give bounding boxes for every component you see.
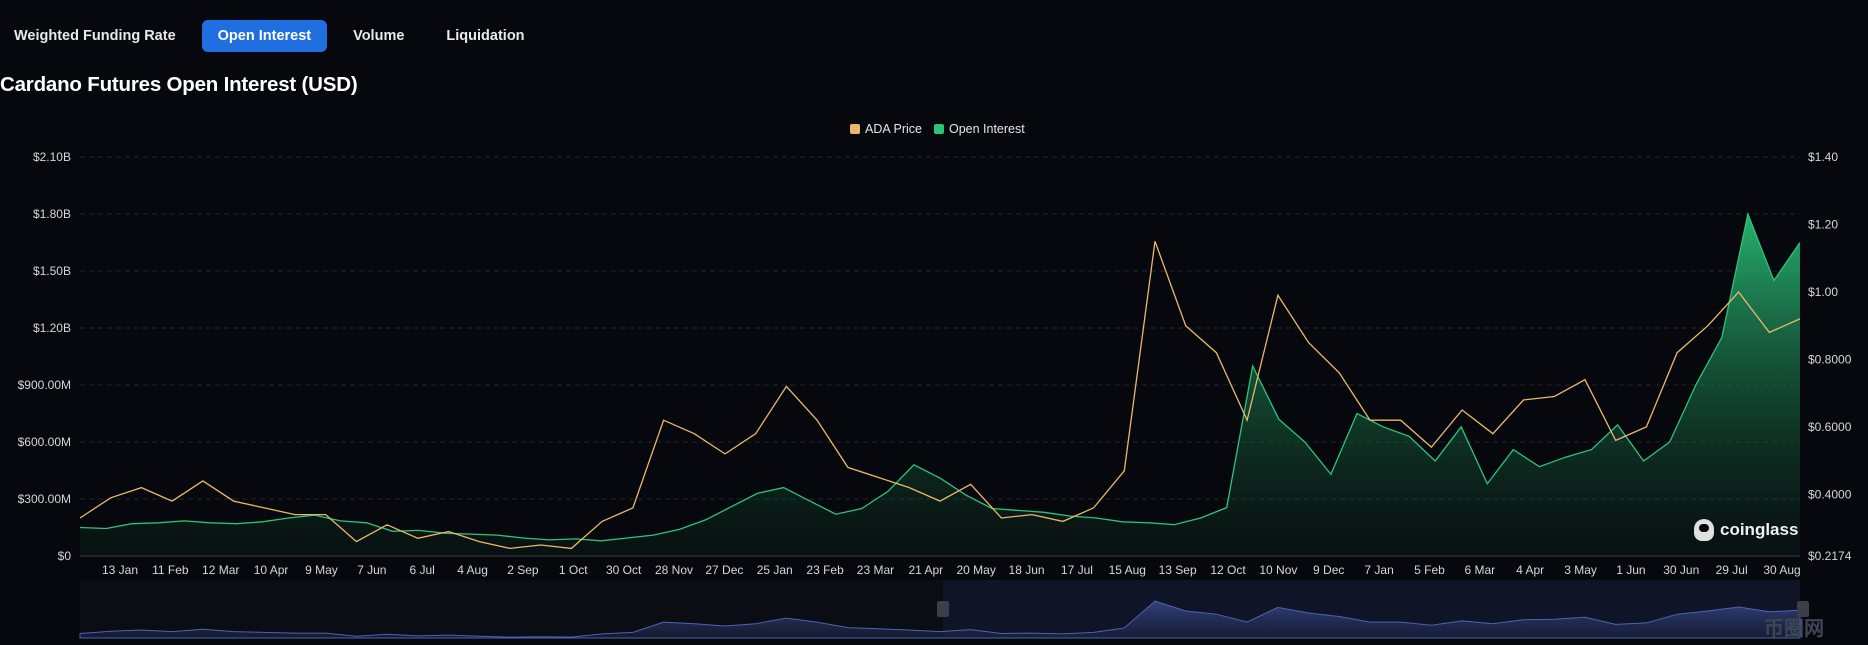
y-axis-right: $0.2174 $0.4000 $0.6000 $0.8000 $1.00 $1.20 $1… — [1808, 150, 1852, 563]
chart-tabs: Weighted Funding Rate Open Interest Volu… — [0, 19, 551, 53]
x-tick-label: 3 May — [1564, 563, 1597, 577]
tab-volume[interactable]: Volume — [353, 28, 405, 44]
x-tick-label: 1 Oct — [559, 563, 588, 577]
legend-label-price: ADA Price — [865, 122, 922, 136]
y-axis-left: $0 $300.00M $600.00M $900.00M $1.20B $1.50B $1… — [18, 150, 72, 563]
x-tick-label: 9 Dec — [1313, 563, 1344, 577]
x-tick-label: 29 Jul — [1716, 563, 1748, 577]
series-open-interest-area — [80, 214, 1800, 556]
navigator[interactable] — [79, 580, 1809, 639]
y-left-tick-label: $1.20B — [33, 321, 71, 335]
x-tick-label: 13 Jan — [102, 563, 138, 577]
y-right-tick-label: $0.2174 — [1808, 549, 1852, 563]
x-tick-label: 10 Apr — [254, 563, 289, 577]
legend-item-open-interest[interactable]: Open Interest — [933, 122, 1025, 136]
x-tick-label: 21 Apr — [908, 563, 943, 577]
x-tick-label: 23 Mar — [857, 563, 894, 577]
y-left-tick-label: $300.00M — [18, 492, 71, 506]
page-title: Cardano Futures Open Interest (USD) — [0, 73, 358, 96]
x-tick-label: 4 Apr — [1516, 563, 1544, 577]
y-right-tick-label: $0.4000 — [1808, 487, 1852, 501]
x-tick-label: 2 Sep — [507, 563, 539, 577]
navigator-left-handle[interactable] — [937, 601, 949, 617]
legend-label-oi: Open Interest — [948, 122, 1025, 136]
y-left-tick-label: $1.80B — [33, 207, 71, 221]
tab-open-interest[interactable]: Open Interest — [201, 20, 328, 52]
x-tick-label: 18 Jun — [1009, 563, 1045, 577]
series-ada-price-line — [79, 241, 1801, 550]
x-tick-label: 4 Aug — [457, 563, 488, 577]
x-tick-label: 1 Jun — [1616, 563, 1645, 577]
y-right-tick-label: $1.40 — [1808, 150, 1838, 164]
x-tick-label: 9 May — [305, 563, 338, 577]
coinglass-watermark: coinglass — [1694, 519, 1798, 541]
x-tick-label: 6 Jul — [410, 563, 435, 577]
x-tick-label: 25 Jan — [757, 563, 793, 577]
tab-weighted-funding-rate[interactable]: Weighted Funding Rate — [14, 28, 176, 44]
x-tick-label: 12 Oct — [1210, 563, 1246, 577]
x-tick-label: 15 Aug — [1109, 563, 1146, 577]
y-left-tick-label: $900.00M — [18, 378, 71, 392]
navigator-series — [79, 600, 1801, 639]
x-tick-label: 20 May — [957, 563, 996, 577]
x-tick-label: 10 Nov — [1259, 563, 1297, 577]
x-tick-label: 28 Nov — [655, 563, 693, 577]
x-tick-label: 7 Jun — [357, 563, 386, 577]
x-tick-label: 30 Jun — [1663, 563, 1699, 577]
x-tick-label: 11 Feb — [152, 563, 189, 577]
coinglass-logo-icon — [1694, 519, 1714, 541]
tab-liquidation[interactable]: Liquidation — [446, 28, 525, 44]
y-right-tick-label: $1.00 — [1808, 285, 1838, 299]
y-right-tick-label: $1.20 — [1808, 217, 1838, 231]
x-tick-label: 27 Dec — [705, 563, 743, 577]
y-right-tick-label: $0.6000 — [1808, 420, 1852, 434]
series-open-interest-line — [79, 211, 1801, 542]
watermark-text: coinglass — [1720, 520, 1799, 539]
x-tick-label: 23 Feb — [806, 563, 844, 577]
legend-item-ada-price[interactable]: ADA Price — [850, 122, 922, 136]
x-tick-label: 7 Jan — [1364, 563, 1393, 577]
y-left-tick-label: $600.00M — [18, 435, 71, 449]
y-right-tick-label: $0.8000 — [1808, 352, 1852, 366]
legend-swatch-oi — [933, 124, 944, 134]
y-left-tick-label: $2.10B — [33, 150, 71, 164]
x-axis: 13 Jan 11 Feb 12 Mar 10 Apr 9 May 7 Jun 6 Jul 4… — [102, 563, 1801, 577]
x-tick-label: 6 Mar — [1464, 563, 1495, 577]
y-left-tick-label: $0 — [58, 549, 72, 563]
x-tick-label: 5 Feb — [1414, 563, 1445, 577]
navigator-right-handle[interactable] — [1797, 601, 1809, 617]
x-tick-label: 30 Aug — [1763, 563, 1800, 577]
chart-legend: ADA Price Open Interest — [850, 122, 1037, 136]
x-tick-label: 17 Jul — [1061, 563, 1093, 577]
y-left-tick-label: $1.50B — [33, 264, 71, 278]
corner-logo: 币圈网 — [1764, 618, 1824, 640]
x-tick-label: 30 Oct — [606, 563, 642, 577]
x-tick-label: 12 Mar — [202, 563, 239, 577]
x-tick-label: 13 Sep — [1159, 563, 1197, 577]
legend-swatch-price — [850, 124, 860, 134]
